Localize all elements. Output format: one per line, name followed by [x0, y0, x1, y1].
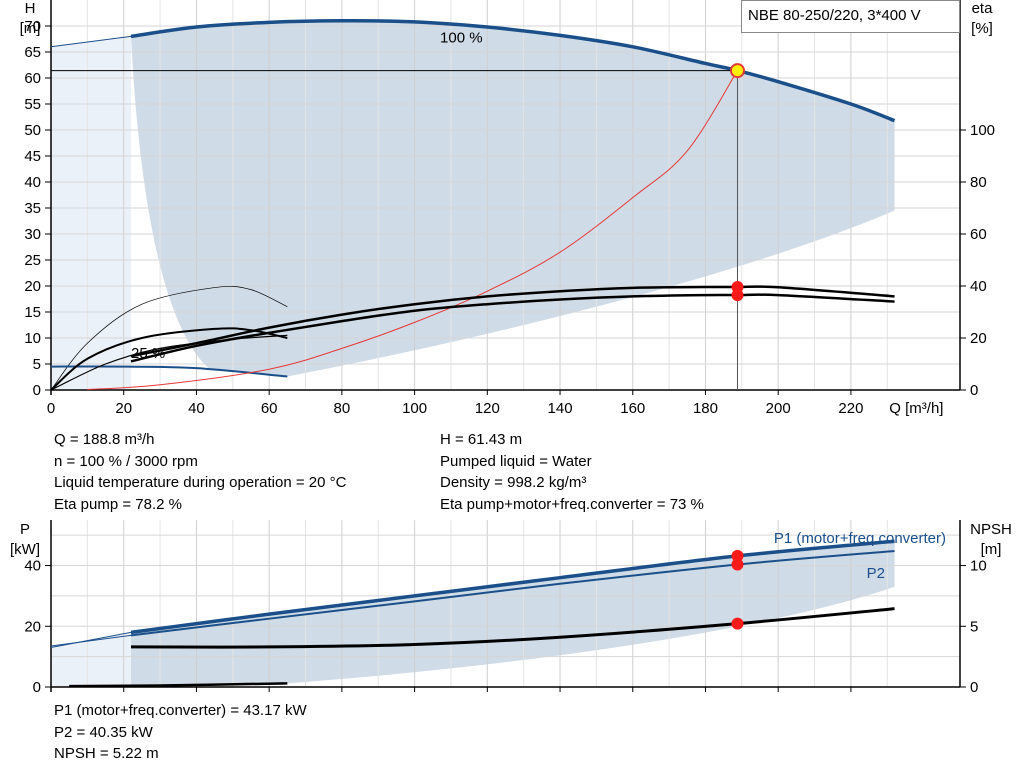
eta-tick-label: 60 — [970, 226, 987, 243]
info-top-right: H = 61.43 m Pumped liquid = Water Densit… — [440, 429, 704, 515]
p2-curve-extension — [50, 634, 132, 647]
annotation-100-percent: 100 % — [440, 30, 483, 47]
eta-tick-label: 20 — [970, 330, 987, 347]
eta-axis-label-line-0: eta — [972, 0, 994, 17]
p-tick-label: 20 — [24, 618, 41, 635]
q-tick-label: 40 — [188, 400, 205, 417]
h-tick-label: 60 — [24, 70, 41, 87]
low-speed-power-curve — [69, 682, 288, 688]
info-speed: n = 100 % / 3000 rpm — [54, 452, 198, 470]
h-curve-100-percent — [130, 19, 896, 123]
p1-duty-point — [731, 549, 744, 562]
npsh-tick-label: 10 — [970, 558, 987, 575]
low-speed-eta-curve — [50, 285, 288, 391]
q-tick-label: 80 — [334, 400, 351, 417]
npsh-tick-label: 0 — [970, 679, 978, 696]
operating-range-light-area — [51, 36, 131, 391]
eta-tick-label: 80 — [970, 174, 987, 191]
h-tick-label: 25 — [24, 252, 41, 269]
info-npsh: NPSH = 5.22 m — [54, 745, 159, 762]
info-density: Density = 998.2 kg/m³ — [440, 474, 587, 491]
p2-duty-point — [731, 558, 744, 571]
h-tick-label: 10 — [24, 330, 41, 347]
h-tick-label: 15 — [24, 304, 41, 321]
h-tick-label: 20 — [24, 278, 41, 295]
p2-curve-label: P2 — [867, 565, 885, 582]
p-axis-label-line-1: [kW] — [10, 541, 40, 558]
h-tick-label: 40 — [24, 174, 41, 191]
npsh-curve — [130, 607, 895, 649]
h-tick-label: 0 — [33, 382, 41, 399]
info-pumped-liquid: Pumped liquid = Water — [440, 452, 592, 470]
annotation-25-percent: 25 % — [131, 345, 165, 362]
q-tick-label: 140 — [548, 400, 573, 417]
eta-tick-label: 100 — [970, 122, 995, 139]
h-tick-label: 45 — [24, 148, 41, 165]
power-range-area — [130, 541, 895, 686]
h-tick-label: 55 — [24, 96, 41, 113]
q-tick-label: 0 — [47, 400, 55, 417]
low-speed-eta-pump-curve — [50, 327, 288, 391]
q-tick-label: 60 — [261, 400, 278, 417]
h-tick-label: 50 — [24, 122, 41, 139]
info-liquid-temperature: Liquid temperature during operation = 20… — [54, 474, 347, 491]
h-tick-label: 30 — [24, 226, 41, 243]
eta-total-curve — [130, 293, 895, 363]
h-tick-label: 5 — [33, 356, 41, 373]
npsh-axis-label-line-1: [m] — [981, 541, 1002, 558]
p1-curve — [130, 539, 895, 635]
info-top-left: Q = 188.8 m³/h n = 100 % / 3000 rpm Liqu… — [54, 429, 346, 515]
operating-range-area — [130, 20, 895, 377]
p-axis-label-line-0: P — [20, 521, 30, 538]
eta-total-duty-point — [731, 289, 744, 302]
h-tick-label: 70 — [24, 18, 41, 35]
power-range-light-area — [51, 632, 131, 687]
q-tick-label: 100 — [402, 400, 427, 417]
p1-curve-extension — [50, 631, 132, 649]
npsh-axis-label-line-0: NPSH — [970, 521, 1012, 538]
p1-curve-label: P1 (motor+freq.converter) — [774, 530, 946, 547]
p2-curve — [130, 549, 895, 637]
eta-tick-label: 0 — [970, 382, 978, 399]
q-tick-label: 220 — [838, 400, 863, 417]
info-head: H = 61.43 m — [440, 431, 523, 448]
chart-title: NBE 80-250/220, 3*400 V — [748, 7, 921, 24]
info-eta-total: Eta pump+motor+freq.converter = 73 % — [440, 495, 704, 513]
npsh-tick-label: 5 — [970, 618, 978, 635]
operating-point — [729, 63, 745, 79]
p-tick-label: 40 — [24, 558, 41, 575]
title-box — [741, 0, 960, 33]
info-flow: Q = 188.8 m³/h — [54, 431, 155, 448]
q-tick-label: 160 — [620, 400, 645, 417]
eta-axis-label-line-1: [%] — [971, 20, 993, 37]
q-tick-label: 120 — [475, 400, 500, 417]
info-p1: P1 (motor+freq.converter) = 43.17 kW — [54, 702, 307, 719]
q-tick-label: 180 — [693, 400, 718, 417]
info-eta-pump: Eta pump = 78.2 % — [54, 495, 182, 513]
info-bottom: P1 (motor+freq.converter) = 43.17 kW P2 … — [54, 700, 307, 765]
low-speed-eta-total-curve — [50, 334, 288, 391]
h-tick-label: 35 — [24, 200, 41, 217]
h-axis-label-line-0: H — [25, 0, 36, 17]
p-tick-label: 0 — [33, 679, 41, 696]
eta-tick-label: 40 — [970, 278, 987, 295]
q-tick-label: 200 — [766, 400, 791, 417]
h-tick-label: 65 — [24, 44, 41, 61]
npsh-duty-point — [731, 617, 744, 630]
info-p2: P2 = 40.35 kW — [54, 723, 153, 741]
q-axis-label: Q [m³/h] — [889, 400, 943, 417]
h-curve-extension — [50, 35, 132, 48]
eta-pump-curve — [130, 285, 895, 358]
q-tick-label: 20 — [115, 400, 132, 417]
h-axis-label-line-1: [m] — [20, 20, 41, 37]
